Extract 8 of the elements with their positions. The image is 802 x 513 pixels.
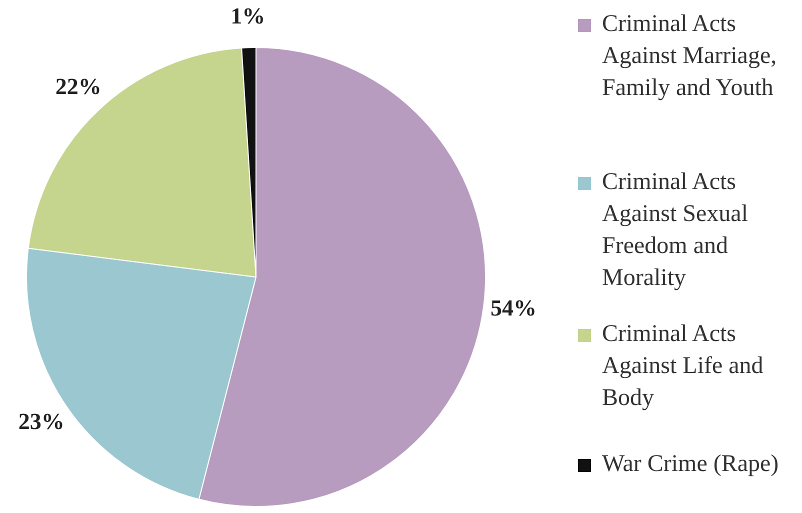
data-label: 1%: [230, 4, 266, 29]
legend-label: Criminal Acts Against Marriage, Family and Youth: [601, 10, 778, 103]
data-label: 23%: [18, 408, 64, 434]
legend-label: War Crime (Rape): [601, 450, 779, 479]
data-label: 54%: [490, 295, 536, 320]
data-label: 22%: [55, 74, 102, 99]
legend-label: Criminal Acts Against Sexual Freedom and Morality: [601, 168, 749, 293]
legend-label: Criminal Acts Against Life and Body: [601, 320, 764, 413]
